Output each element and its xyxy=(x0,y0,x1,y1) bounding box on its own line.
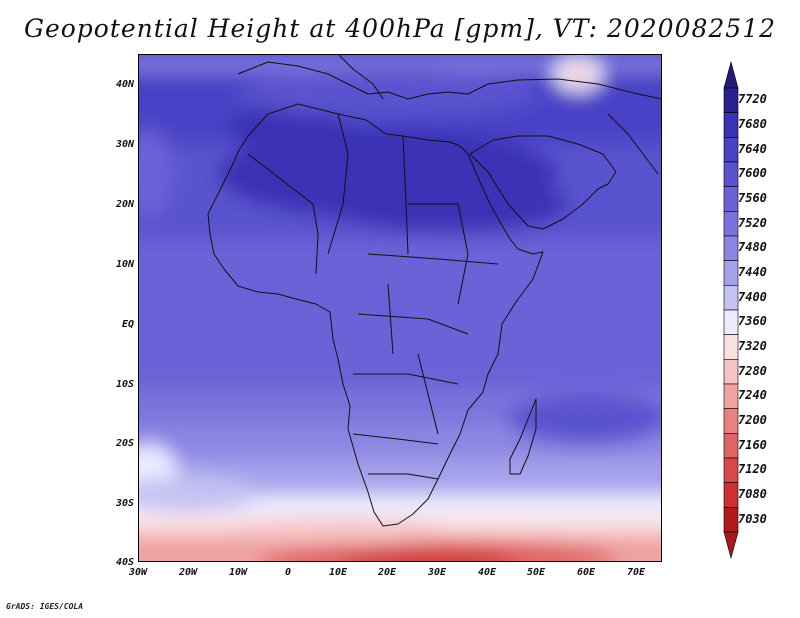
colorbar-level-label: 7480 xyxy=(738,240,767,255)
lat-label: 40N xyxy=(115,79,134,90)
colorbar-level-label: 7680 xyxy=(738,117,767,131)
map-panel xyxy=(138,54,662,562)
colorbar-swatch xyxy=(723,186,739,212)
lat-label: EQ xyxy=(121,319,134,330)
colorbar-swatch xyxy=(723,235,739,261)
colorbar-swatch xyxy=(723,359,739,385)
colorbar-swatch xyxy=(723,408,739,434)
map-title: Geopotential Height at 400hPa [gpm], VT:… xyxy=(23,14,777,43)
coastlines xyxy=(207,54,662,527)
colorbar-swatch xyxy=(723,334,739,360)
colorbar-level-label: 7520 xyxy=(738,215,767,230)
colorbar-level-label: 7080 xyxy=(738,487,767,501)
colorbar-level-label: 7320 xyxy=(738,339,767,353)
colorbar-level-label: 7200 xyxy=(738,413,767,427)
colorbar-level-label: 7640 xyxy=(738,141,767,156)
lon-label: 0 xyxy=(284,567,292,578)
colorbar-top-arrow xyxy=(723,60,739,89)
lat-label: 20S xyxy=(115,438,134,449)
colorbar-level-label: 7440 xyxy=(738,265,767,279)
lat-label: 20N xyxy=(115,199,134,210)
lat-label: 10N xyxy=(115,259,134,270)
colorbar-swatch xyxy=(723,507,739,533)
lon-label: 30W xyxy=(128,567,148,578)
colorbar-level-label: 7280 xyxy=(738,363,767,378)
colorbar-swatch xyxy=(723,285,739,311)
colorbar-swatch xyxy=(723,260,739,286)
colorbar-level-label: 7160 xyxy=(738,437,767,452)
colorbar-swatch xyxy=(723,87,739,113)
colorbar-level-label: 7600 xyxy=(738,166,767,181)
lat-label: 10S xyxy=(115,379,134,390)
colorbar xyxy=(723,60,739,560)
lat-label: 30S xyxy=(115,498,134,509)
lon-label: 30E xyxy=(427,567,447,578)
lat-label: 40S xyxy=(115,557,134,568)
lon-label: 50E xyxy=(526,567,546,578)
map-frame xyxy=(138,54,662,562)
lon-label: 20W xyxy=(178,567,198,578)
colorbar-level-label: 7360 xyxy=(738,314,767,329)
colorbar-swatch xyxy=(723,433,739,459)
colorbar-swatch xyxy=(723,161,739,187)
lon-label: 40E xyxy=(477,567,497,578)
lat-label: 30N xyxy=(115,139,134,150)
colorbar-level-label: 7400 xyxy=(738,289,767,304)
colorbar-swatch xyxy=(723,309,739,335)
colorbar-bottom-arrow xyxy=(723,531,739,560)
colorbar-swatch xyxy=(723,112,739,138)
colorbar-level-label: 7560 xyxy=(738,191,767,205)
colorbar-swatch xyxy=(723,457,739,483)
colorbar-level-label: 7030 xyxy=(738,511,767,526)
colorbar-level-label: 7240 xyxy=(738,388,767,403)
lon-label: 20E xyxy=(377,567,397,578)
colorbar-swatch xyxy=(723,482,739,508)
colorbar-level-label: 7120 xyxy=(738,462,767,477)
height-field xyxy=(138,54,662,562)
lon-label: 10E xyxy=(328,567,348,578)
colorbar-swatch xyxy=(723,383,739,409)
colorbar-swatch xyxy=(723,211,739,237)
colorbar-level-label: 7720 xyxy=(738,92,767,107)
lon-label: 10W xyxy=(228,567,248,578)
lon-label: 70E xyxy=(626,567,646,578)
lon-label: 60E xyxy=(576,567,596,578)
colorbar-swatch xyxy=(723,137,739,163)
credit-text: GrADS: IGES/COLA xyxy=(6,602,84,611)
